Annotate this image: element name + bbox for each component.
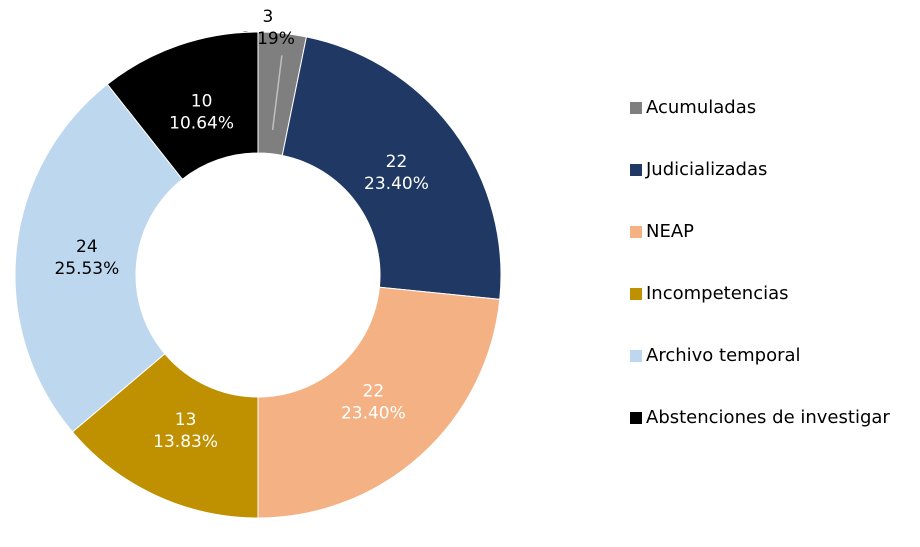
legend-label: Acumuladas bbox=[646, 97, 756, 118]
slice bbox=[14, 83, 184, 433]
legend-swatch bbox=[630, 102, 642, 114]
slice bbox=[281, 36, 502, 300]
data-label: 3 bbox=[262, 7, 273, 27]
slice bbox=[257, 286, 501, 519]
data-label: 24 bbox=[76, 237, 98, 257]
legend-swatch bbox=[630, 288, 642, 300]
data-label: 22 bbox=[363, 382, 385, 402]
legend-swatch bbox=[630, 226, 642, 238]
slice bbox=[71, 353, 259, 519]
slice bbox=[106, 31, 259, 180]
legend-swatch bbox=[630, 412, 642, 424]
leader-line bbox=[271, 55, 283, 131]
data-label: 13.83% bbox=[153, 432, 218, 452]
data-label: 13 bbox=[175, 410, 197, 430]
data-label: 23.40% bbox=[341, 404, 406, 424]
data-label: 10 bbox=[191, 92, 213, 112]
legend-swatch bbox=[630, 350, 642, 362]
legend-label: Abstenciones de investigar bbox=[646, 407, 890, 428]
legend-label: Incompetencias bbox=[646, 283, 789, 304]
data-label: 23.40% bbox=[364, 174, 429, 194]
data-label: 25.53% bbox=[54, 259, 119, 279]
data-label: 10.64% bbox=[169, 114, 234, 134]
legend-label: Archivo temporal bbox=[646, 345, 801, 366]
legend-label: NEAP bbox=[646, 221, 694, 242]
legend-label: Judicializadas bbox=[645, 159, 767, 180]
data-label: 22 bbox=[386, 152, 408, 172]
legend-swatch bbox=[630, 164, 642, 176]
